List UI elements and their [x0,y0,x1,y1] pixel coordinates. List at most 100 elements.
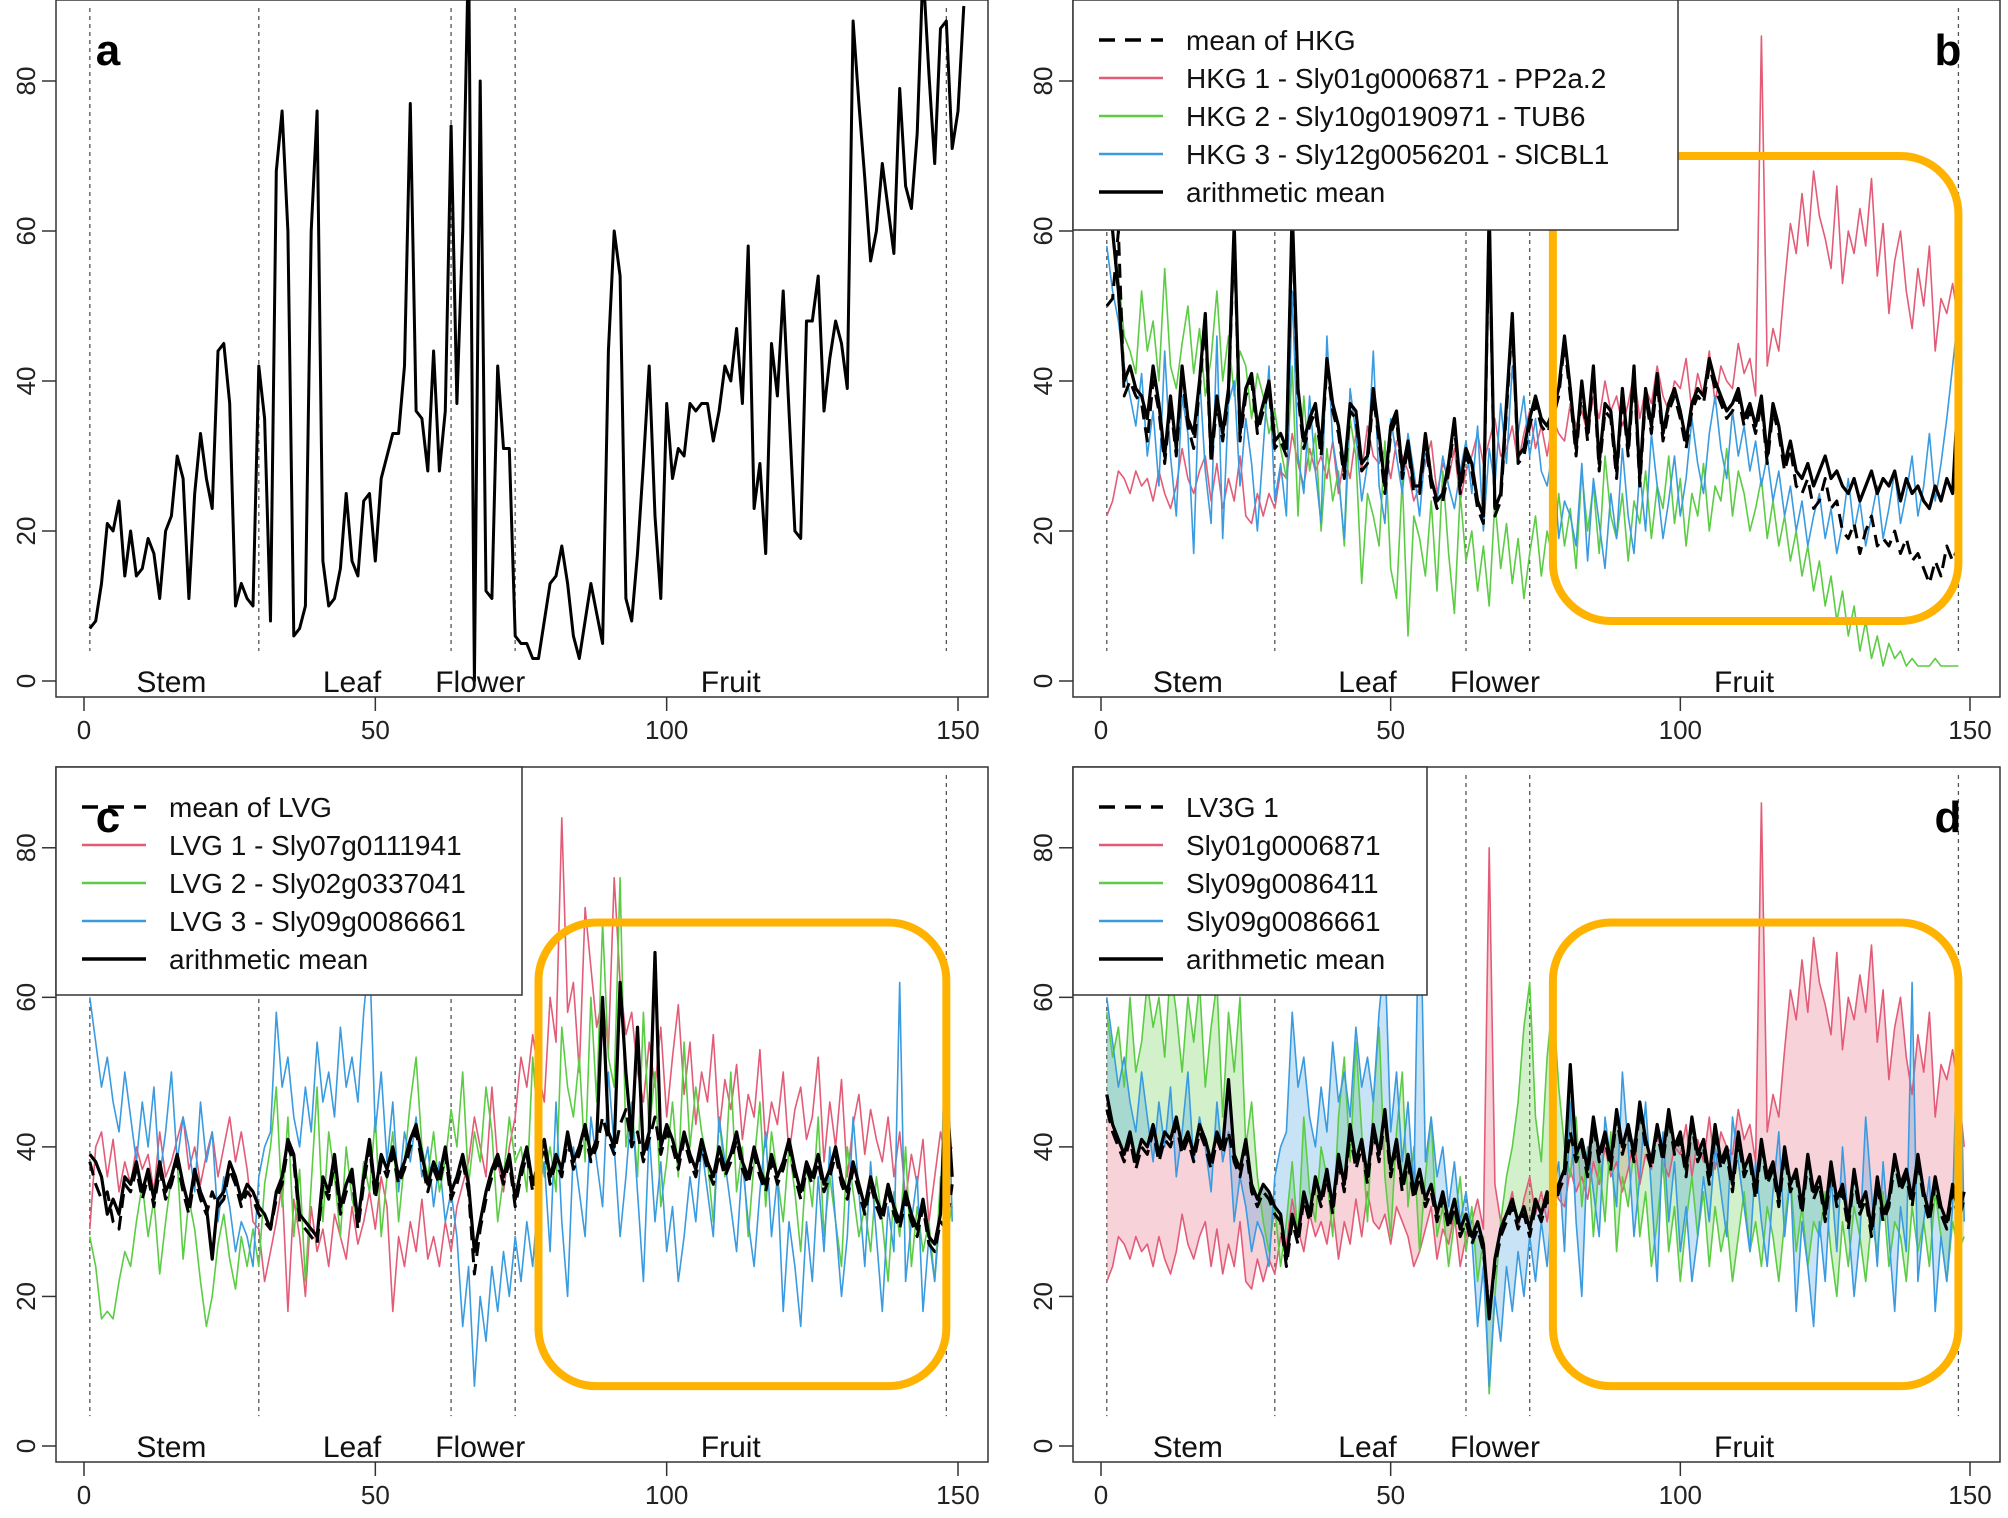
x-tick-label: 50 [361,1480,390,1510]
legend-label: arithmetic mean [1186,944,1385,975]
y-tick-label: 0 [1028,1439,1058,1453]
series-line [1106,35,1960,525]
y-tick-label: 40 [1028,367,1058,396]
y-tick-label: 0 [11,1439,41,1453]
y-tick-label: 20 [11,517,41,546]
legend-label: LVG 2 - Sly02g0337041 [169,868,466,899]
x-tick-label: 50 [1376,1480,1405,1510]
y-tick-label: 20 [11,1282,41,1311]
y-tick-label: 80 [1028,833,1058,862]
y-tick-label: 40 [11,367,41,396]
tissue-label: Stem [1153,1431,1223,1464]
tissue-label: Flower [1450,1431,1540,1464]
legend-box [55,766,523,996]
x-tick-label: 0 [1094,1480,1108,1510]
y-tick-label: 60 [11,217,41,246]
series-line [1106,185,1959,667]
highlight-box [534,918,951,1391]
legend-box [1072,0,1679,231]
series-line [1105,1062,1966,1321]
tissue-label: Fruit [701,1431,762,1464]
legend: LV3G 1 Sly01g0006871 Sly09g0086411 Sly09g00… [1072,766,1428,996]
panel-letter: b [1935,26,1962,75]
legend-label: Sly09g0086411 [1186,868,1379,899]
x-tick-label: 100 [1659,715,1702,745]
series-line [1105,214,1960,585]
panel-c: 0 20 40 60 80 0 50 100 150 Stem Leaf Flower Fruit mea… [11,766,989,1510]
x-tick-label: 150 [936,1480,979,1510]
panel-d: 0 20 40 60 80 0 50 100 150 Stem Leaf Flower Fruit LV3… [1028,766,2001,1510]
legend-label: LVG 3 - Sly09g0086661 [169,906,466,937]
highlight-box [1548,918,1963,1391]
x-tick-label: 100 [1659,1480,1702,1510]
legend-label: arithmetic mean [169,944,368,975]
legend-label: HKG 1 - Sly01g0006871 - PP2a.2 [1186,63,1606,94]
series-line [88,0,966,683]
tissue-label: Leaf [323,666,382,699]
y-tick-label: 80 [1028,67,1058,96]
legend-label: mean of LVG [169,792,332,823]
y-tick-label: 60 [11,983,41,1012]
series-line [88,1108,954,1276]
series-ribbon [1106,967,1965,1394]
x-tick-label: 50 [1376,715,1405,745]
series-line [1106,854,1965,1387]
tissue-label: Stem [136,666,206,699]
tissue-label: Leaf [1338,1431,1397,1464]
tissue-label: Fruit [1714,666,1775,699]
tissue-label: Stem [1153,666,1223,699]
series-line [1105,206,1960,518]
plot-frame [55,0,989,698]
panel-letter: a [96,26,121,75]
y-tick-label: 0 [1028,674,1058,688]
series-line [89,817,953,1313]
x-tick-label: 100 [645,715,688,745]
y-tick-label: 0 [11,674,41,688]
legend-label: arithmetic mean [1186,177,1385,208]
series-line [89,951,953,1387]
x-tick-label: 100 [645,1480,688,1510]
tissue-label: Flower [435,1431,525,1464]
y-tick-label: 40 [1028,1132,1058,1161]
plot-frame [1072,766,2001,1463]
plot-frame [1072,0,2001,698]
legend: mean of LVG LVG 1 - Sly07g0111941 LVG 2 - … [55,766,523,996]
y-tick-label: 60 [1028,217,1058,246]
y-tick-label: 20 [1028,1282,1058,1311]
y-tick-label: 60 [1028,983,1058,1012]
panel-b: 0 20 40 60 80 0 50 100 150 Stem Leaf Flower Fruit mea… [1028,0,2001,745]
legend-label: HKG 2 - Sly10g0190971 - TUB6 [1186,101,1585,132]
x-tick-label: 50 [361,715,390,745]
series-ribbon [1106,802,1965,1319]
series-line [1106,966,1965,1395]
tissue-label: Flower [435,666,525,699]
legend-label: LV3G 1 [1186,792,1279,823]
y-tick-label: 80 [11,833,41,862]
tissue-label: Fruit [1714,1431,1775,1464]
legend-label: mean of HKG [1186,25,1356,56]
tissue-label: Fruit [701,666,762,699]
x-tick-label: 0 [1094,715,1108,745]
x-tick-label: 150 [1948,1480,1991,1510]
legend-label: Sly09g0086661 [1186,906,1381,937]
legend: mean of HKG HKG 1 - Sly01g0006871 - PP2a.… [1072,0,1679,231]
tissue-label: Stem [136,1431,206,1464]
panel-a: 0 20 40 60 80 0 50 100 150 Stem Leaf Flower Fruit a [11,0,989,745]
tissue-label: Leaf [323,1431,382,1464]
x-tick-label: 150 [936,715,979,745]
y-tick-label: 80 [11,67,41,96]
tissue-label: Leaf [1338,666,1397,699]
panel-letter: c [96,793,120,842]
x-tick-label: 0 [77,715,91,745]
series-line [88,950,954,1261]
highlight-box [1548,152,1963,625]
legend-label: Sly01g0006871 [1186,830,1381,861]
panel-letter: d [1935,793,1962,842]
tissue-label: Flower [1450,666,1540,699]
legend-label: HKG 3 - Sly12g0056201 - SlCBL1 [1186,139,1609,170]
x-tick-label: 0 [77,1480,91,1510]
y-tick-label: 20 [1028,517,1058,546]
legend-label: LVG 1 - Sly07g0111941 [169,830,462,861]
y-tick-label: 40 [11,1132,41,1161]
